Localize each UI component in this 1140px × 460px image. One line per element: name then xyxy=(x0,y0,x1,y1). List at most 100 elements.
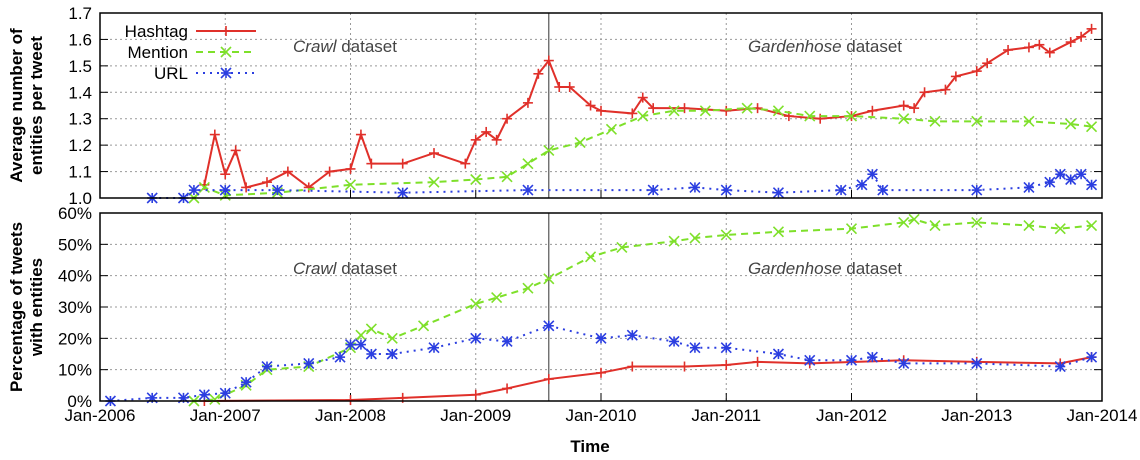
data-point xyxy=(668,235,680,247)
marker-stroke xyxy=(198,181,210,193)
data-point xyxy=(533,68,544,79)
data-point xyxy=(772,187,785,199)
marker-stroke xyxy=(365,348,377,360)
data-point xyxy=(772,226,785,238)
data-point xyxy=(772,105,785,117)
data-point xyxy=(752,356,763,367)
marker-stroke xyxy=(522,184,534,196)
x-axis-label: Time xyxy=(570,437,609,456)
y-axis-label: Average number of xyxy=(7,28,26,183)
marker-stroke xyxy=(1085,351,1098,363)
legend-marker xyxy=(220,46,232,58)
marker-stroke xyxy=(637,110,649,122)
marker-stroke xyxy=(1085,121,1098,133)
data-point xyxy=(721,359,732,370)
series-line xyxy=(193,218,1092,402)
y-tick-label: 1.5 xyxy=(68,57,92,76)
marker-stroke xyxy=(689,181,701,193)
data-point xyxy=(648,103,659,114)
y-tick-label: 30% xyxy=(58,298,92,317)
data-point xyxy=(668,105,680,117)
data-point xyxy=(344,179,357,191)
marker-stroke xyxy=(898,357,910,369)
legend-marker xyxy=(221,26,231,36)
data-point xyxy=(585,100,596,111)
marker-stroke xyxy=(188,184,200,196)
legend-label: Hashtag xyxy=(125,22,188,41)
marker-stroke xyxy=(303,357,315,369)
data-point xyxy=(971,66,982,77)
data-point xyxy=(908,213,920,225)
marker-stroke xyxy=(470,332,482,344)
marker-stroke xyxy=(209,393,221,405)
data-point xyxy=(345,395,356,406)
marker-stroke xyxy=(845,354,858,366)
marker-stroke xyxy=(1065,173,1077,186)
data-point xyxy=(470,298,482,310)
marker-stroke xyxy=(240,376,252,388)
annotation-text: dataset xyxy=(336,259,397,278)
data-point xyxy=(261,360,273,373)
marker-stroke xyxy=(626,329,638,341)
y-tick-label: 1.3 xyxy=(68,110,92,129)
annotation-italic: Gardenhose xyxy=(748,37,842,56)
marker-stroke xyxy=(428,342,440,354)
marker-stroke xyxy=(397,187,409,199)
data-point xyxy=(386,348,398,360)
data-point xyxy=(721,105,732,116)
marker-stroke xyxy=(898,216,910,228)
marker-stroke xyxy=(720,342,732,354)
series-line xyxy=(152,172,1093,199)
marker-stroke xyxy=(355,339,367,351)
data-point xyxy=(355,129,366,140)
data-point xyxy=(898,357,910,369)
data-point xyxy=(198,389,210,401)
dataset-annotation: Crawl dataset xyxy=(293,259,397,278)
data-point xyxy=(324,166,335,177)
marker-stroke xyxy=(668,335,680,348)
data-point xyxy=(345,163,356,174)
data-point xyxy=(502,383,513,394)
marker-stroke xyxy=(856,179,868,191)
annotation-italic: Gardenhose xyxy=(748,259,842,278)
data-point xyxy=(866,351,878,363)
data-point xyxy=(1034,39,1045,50)
marker-stroke xyxy=(344,179,357,191)
data-point xyxy=(491,134,502,145)
dataset-annotation: Gardenhose dataset xyxy=(748,259,902,278)
series-mention xyxy=(188,213,1098,407)
data-point xyxy=(626,329,638,341)
data-point xyxy=(241,182,252,193)
marker-stroke xyxy=(543,320,555,332)
marker-stroke xyxy=(929,115,941,127)
data-point xyxy=(971,184,983,196)
data-point xyxy=(491,292,503,304)
data-point xyxy=(303,182,314,193)
data-point xyxy=(898,113,910,125)
data-point xyxy=(303,357,315,369)
data-point xyxy=(898,100,909,111)
y-tick-label: 1.6 xyxy=(68,30,92,49)
legend-marker xyxy=(220,67,232,79)
data-point xyxy=(929,219,941,232)
marker-stroke xyxy=(501,171,513,183)
annotation-text: dataset xyxy=(842,259,903,278)
data-point xyxy=(1076,31,1087,42)
y-tick-label: 0% xyxy=(67,392,92,411)
data-point xyxy=(584,251,597,263)
marker-stroke xyxy=(1054,360,1066,373)
marker-stroke xyxy=(220,67,232,79)
data-point xyxy=(220,169,231,180)
data-point xyxy=(1023,42,1034,53)
data-point xyxy=(1023,181,1035,193)
x-tick-label: Jan-2014 xyxy=(1067,406,1138,425)
marker-stroke xyxy=(804,354,816,366)
data-point xyxy=(950,71,961,82)
data-point xyxy=(689,342,701,354)
data-point xyxy=(637,92,648,103)
data-point xyxy=(574,136,586,149)
marker-stroke xyxy=(417,320,430,332)
marker-stroke xyxy=(1065,118,1077,130)
data-point xyxy=(522,282,534,294)
